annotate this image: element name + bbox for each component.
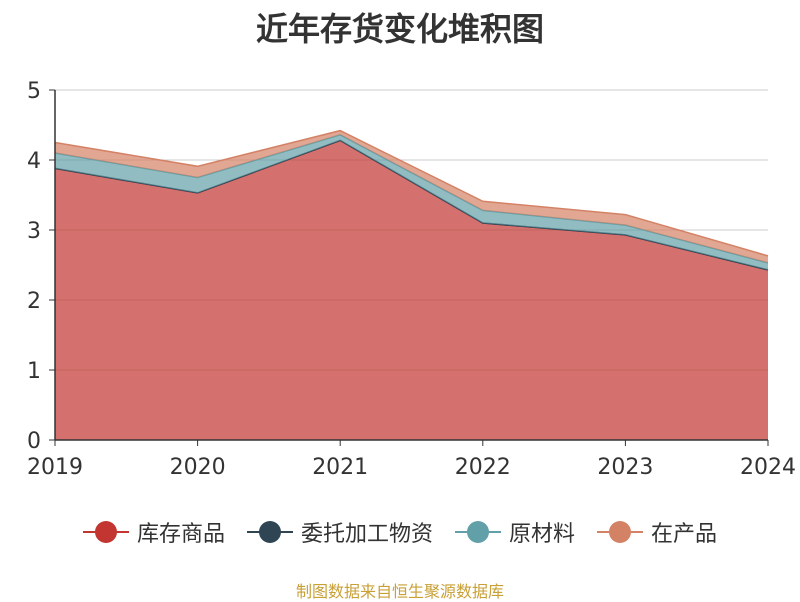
legend-item[interactable]: 原材料	[455, 516, 575, 548]
area-原材料	[55, 134, 768, 270]
area-series	[54, 129, 769, 440]
legend-swatch	[597, 521, 644, 543]
y-tick-label: 0	[27, 429, 41, 454]
x-tick-label: 2023	[597, 455, 653, 480]
x-tick-label: 2024	[740, 455, 796, 480]
axes: 0 1 2 3 4 5 2019 2020 2021 2022 2023 2024	[27, 79, 796, 480]
legend-item[interactable]: 库存商品	[82, 516, 225, 548]
legend-label: 原材料	[509, 522, 576, 547]
x-tick-label: 2020	[170, 455, 226, 480]
legend-label: 委托加工物资	[300, 522, 433, 547]
line-原材料	[54, 133, 769, 264]
area-库存商品	[55, 140, 768, 440]
legend-label: 库存商品	[136, 522, 225, 547]
area-在产品	[55, 130, 768, 263]
legend-label: 在产品	[651, 522, 718, 547]
x-tick-label: 2022	[455, 455, 511, 480]
y-tick-label: 4	[27, 149, 41, 174]
source-note: 制图数据来自恒生聚源数据库	[295, 582, 504, 601]
line-在产品	[54, 129, 769, 257]
x-tick-label: 2021	[312, 455, 368, 480]
x-tick-label: 2019	[27, 455, 83, 480]
y-tick-label: 1	[27, 359, 41, 384]
chart-title: 近年存货变化堆积图	[255, 10, 544, 48]
legend-item[interactable]: 委托加工物资	[246, 516, 433, 548]
y-tick-label: 3	[27, 219, 41, 244]
legend-item[interactable]: 在产品	[597, 516, 717, 548]
legend-swatch	[82, 521, 129, 543]
y-tick-label: 2	[27, 289, 41, 314]
legend-swatch	[246, 521, 293, 543]
legend: 库存商品 委托加工物资 原材料 在产品	[0, 516, 800, 548]
legend-swatch	[455, 521, 501, 543]
y-tick-label: 5	[27, 79, 41, 104]
